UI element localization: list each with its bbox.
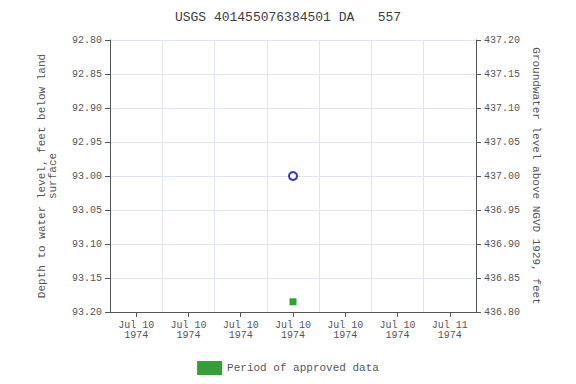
svg-text:92.90: 92.90 <box>72 103 102 114</box>
svg-text:436.80: 436.80 <box>484 307 520 318</box>
svg-text:Jul 10: Jul 10 <box>275 319 311 331</box>
svg-text:1974: 1974 <box>333 330 357 341</box>
svg-text:Jul 10: Jul 10 <box>327 319 364 331</box>
svg-text:93.20: 93.20 <box>72 307 102 318</box>
svg-text:436.85: 436.85 <box>484 273 520 284</box>
svg-text:437.20: 437.20 <box>484 35 520 46</box>
svg-text:436.90: 436.90 <box>484 239 520 250</box>
svg-text:Jul 10: Jul 10 <box>379 319 416 331</box>
svg-text:92.85: 92.85 <box>72 69 102 80</box>
svg-text:Jul 11: Jul 11 <box>431 319 468 331</box>
svg-text:93.05: 93.05 <box>72 205 102 216</box>
svg-text:93.00: 93.00 <box>72 171 102 182</box>
svg-text:Depth to water level, feet bel: Depth to water level, feet below land <box>35 53 48 299</box>
svg-text:Jul 10: Jul 10 <box>170 319 207 331</box>
svg-text:1974: 1974 <box>438 330 462 341</box>
svg-text:Period of approved data: Period of approved data <box>227 362 379 374</box>
svg-text:437.15: 437.15 <box>484 69 520 80</box>
svg-text:1974: 1974 <box>386 330 410 341</box>
svg-text:92.80: 92.80 <box>72 35 102 46</box>
svg-text:Jul 10: Jul 10 <box>118 319 155 331</box>
svg-text:1974: 1974 <box>176 330 200 341</box>
svg-text:1974: 1974 <box>281 330 305 341</box>
svg-text:92.95: 92.95 <box>72 137 102 148</box>
svg-text:Jul 10: Jul 10 <box>222 319 259 331</box>
svg-text:1974: 1974 <box>124 330 148 341</box>
svg-text:437.05: 437.05 <box>484 137 520 148</box>
svg-text:surface: surface <box>47 153 59 199</box>
svg-text:93.15: 93.15 <box>72 273 102 284</box>
svg-text:437.10: 437.10 <box>484 103 520 114</box>
svg-text:437.00: 437.00 <box>484 171 520 182</box>
svg-text:USGS 401455076384501 DA 557: USGS 401455076384501 DA 557 <box>175 10 401 25</box>
svg-text:436.95: 436.95 <box>484 205 520 216</box>
svg-text:1974: 1974 <box>229 330 253 341</box>
svg-text:Groundwater level above NGVD 1: Groundwater level above NGVD 1929, feet <box>530 47 542 304</box>
svg-text:93.10: 93.10 <box>72 239 102 250</box>
